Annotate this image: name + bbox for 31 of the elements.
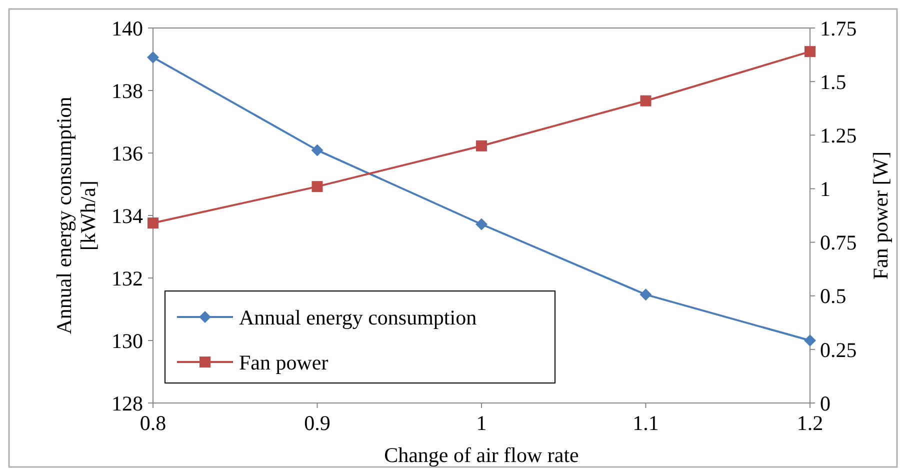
legend-label: Annual energy consumption — [239, 305, 478, 330]
point — [804, 334, 816, 346]
y-tick-label: 136 — [112, 141, 143, 166]
y2-tick-label: 1 — [820, 177, 830, 202]
point — [476, 140, 487, 152]
y-tick-label: 140 — [112, 16, 143, 40]
point — [147, 51, 159, 64]
y-tick-label: 130 — [112, 328, 143, 353]
y2-tick-label: 0.5 — [820, 284, 846, 308]
x-tick-label: 0.9 — [304, 411, 330, 435]
point — [640, 95, 652, 106]
y2-tick-label: 1.25 — [820, 123, 857, 148]
y2-tick-label: 0.75 — [820, 230, 857, 255]
point — [476, 218, 488, 230]
x-tick-label: 1.1 — [632, 411, 659, 435]
y2-tick-label: 1.75 — [820, 16, 857, 40]
y-tick-label: 132 — [112, 266, 143, 290]
y2-tick-label: 0.25 — [820, 338, 857, 362]
x-axis-title: Change of air flow rate — [384, 443, 579, 467]
point — [804, 46, 816, 58]
point — [640, 288, 652, 301]
y2-axis-title: Fan power [W] — [868, 151, 892, 280]
x-tick-label: 1 — [476, 411, 487, 435]
point — [148, 218, 158, 228]
y2-tick-label: 1.5 — [820, 70, 846, 94]
legend-label: Fan power — [239, 350, 328, 374]
point — [311, 144, 324, 156]
y-tick-label: 138 — [112, 78, 143, 103]
y-axis-title: Annual energy consumption [kWh/a] — [52, 96, 100, 334]
point — [312, 181, 323, 192]
y-tick-label: 134 — [112, 204, 144, 228]
